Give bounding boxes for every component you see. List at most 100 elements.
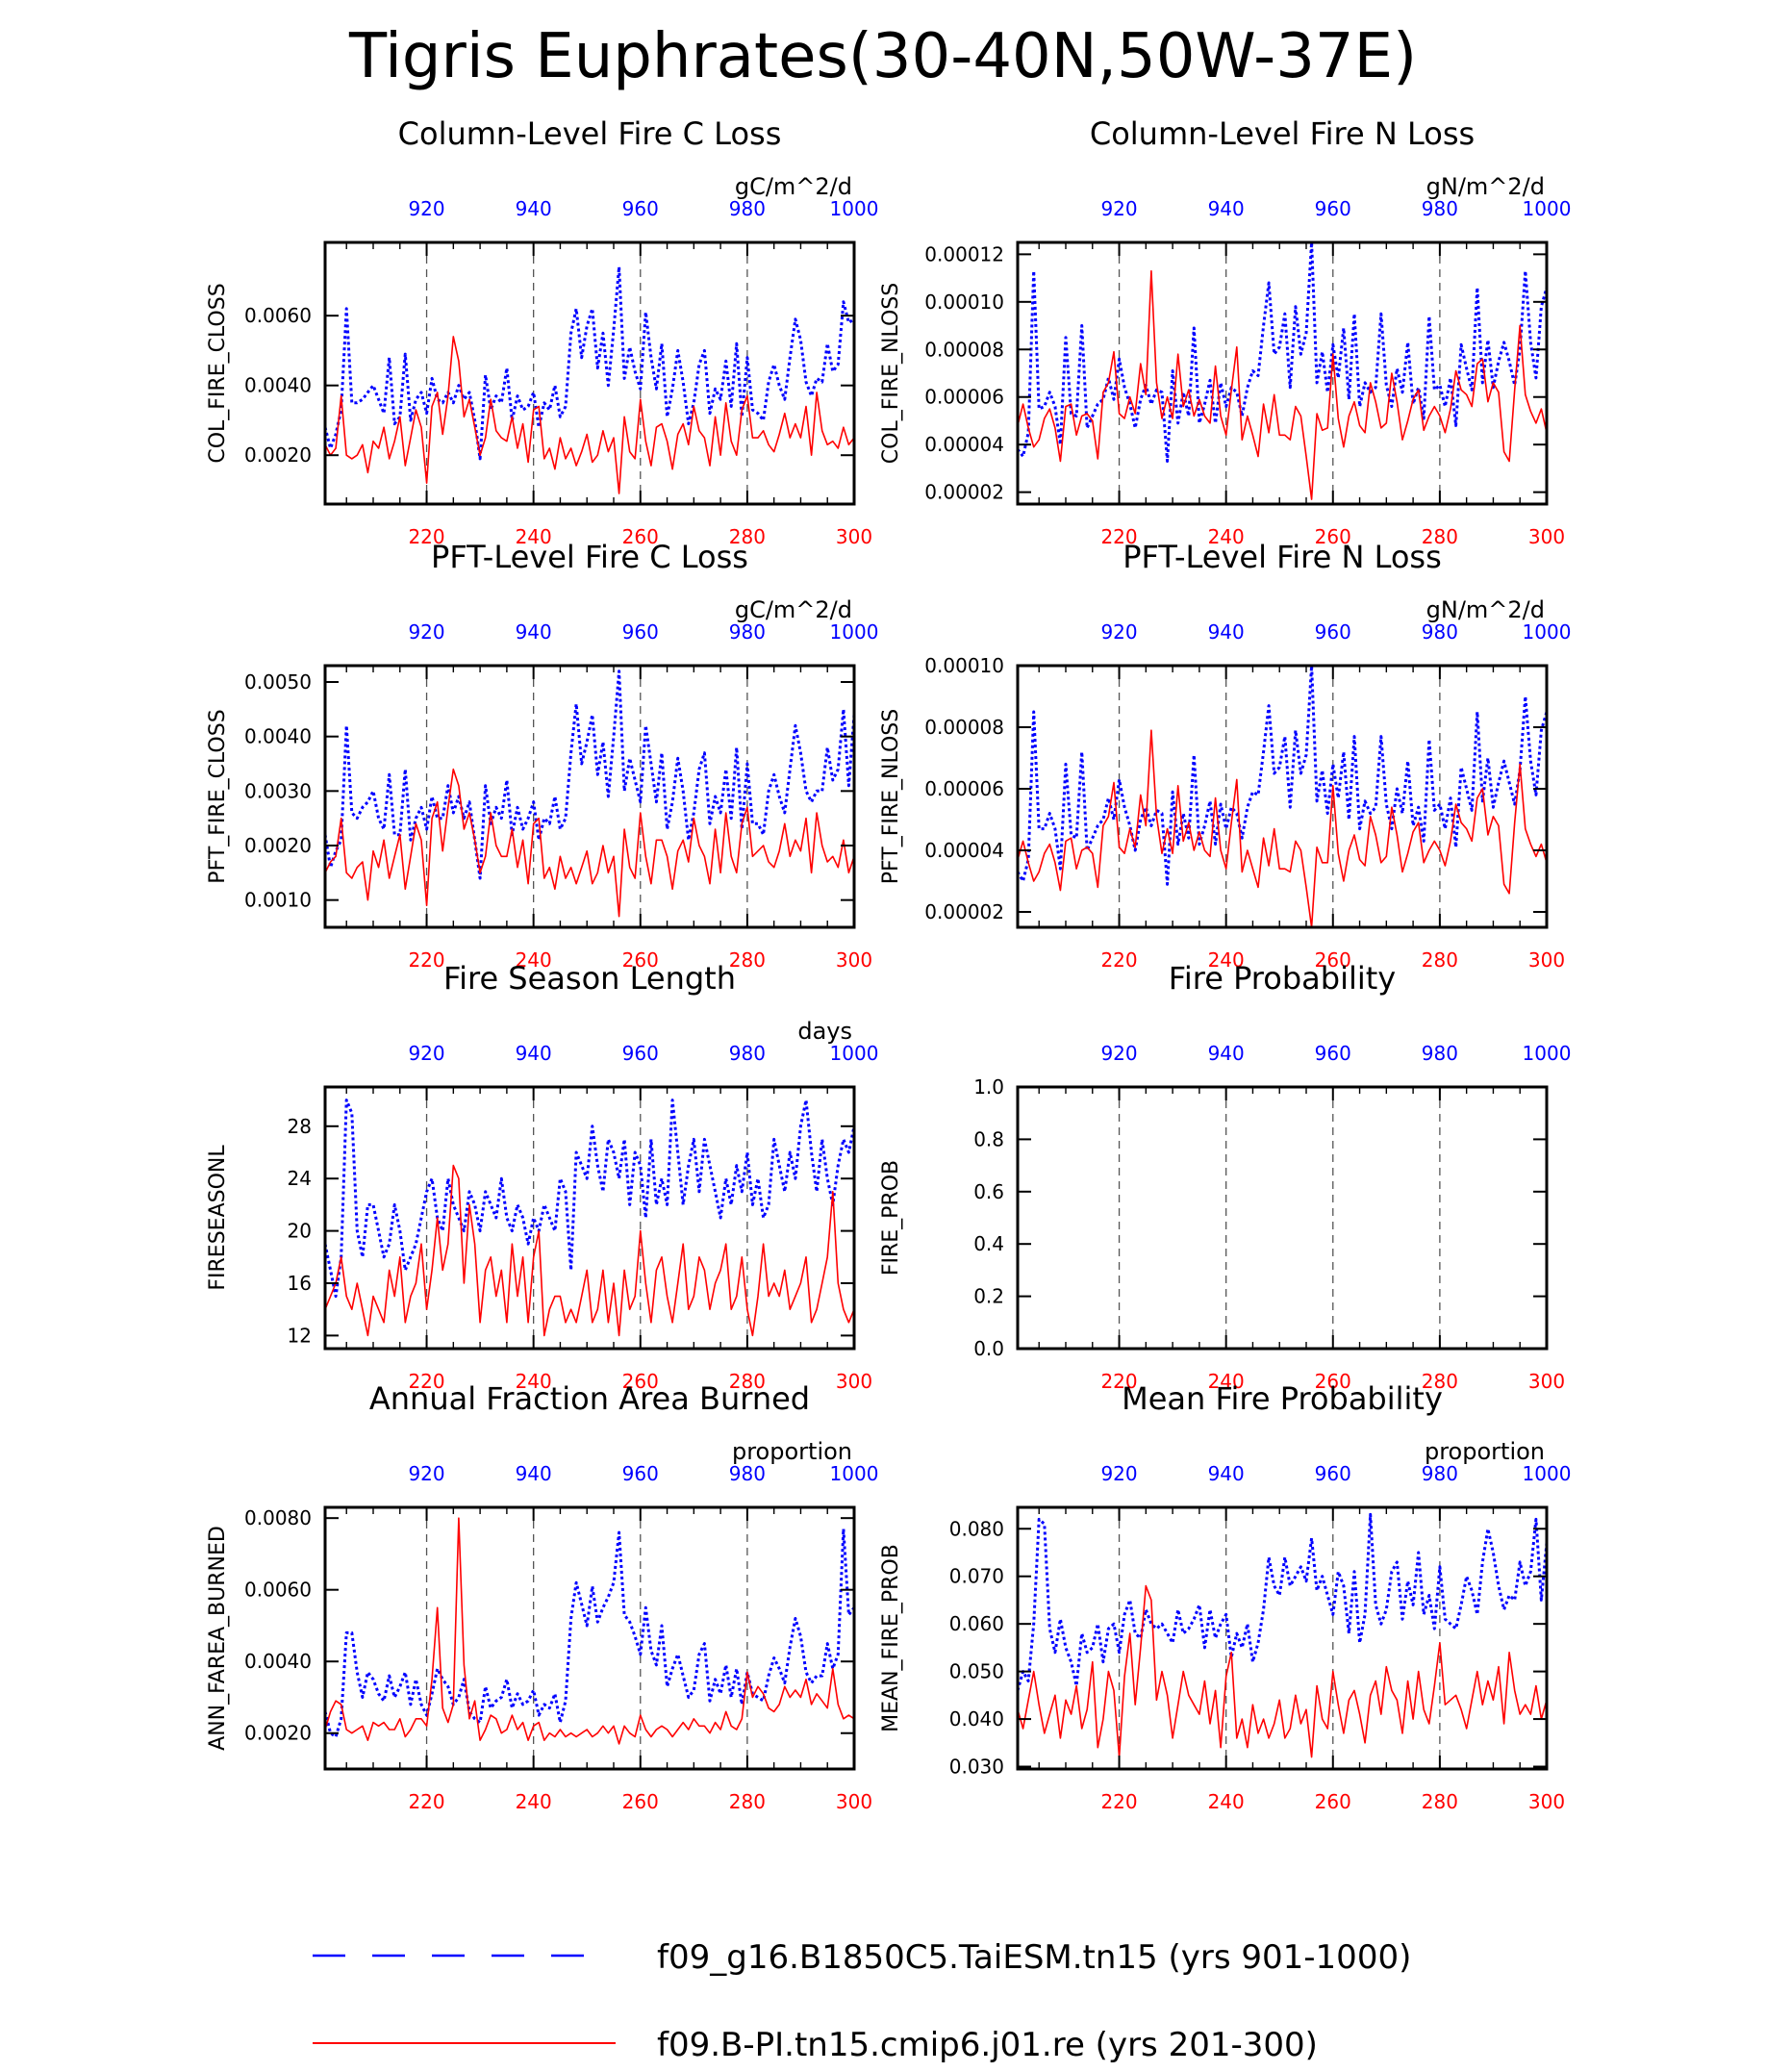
y-tick-label: 0.080 [949,1517,1004,1540]
x-tick-label-bottom: 260 [1315,948,1351,972]
x-tick-label-top: 940 [516,1462,552,1485]
units-label: gC/m^2/d [735,596,852,623]
panel-fprob: Fire Probability 220 240 260 280 300 920 940 960… [879,960,1571,1393]
x-tick-label-top: 960 [1315,620,1351,644]
y-tick-label: 0.00002 [924,481,1004,504]
y-tick-label: 0.00006 [924,777,1004,800]
x-tick-label-bottom: 280 [729,525,766,548]
x-tick-label-bottom: 280 [1422,525,1458,548]
units-label: days [797,1018,852,1045]
x-tick-label-top: 920 [1100,197,1137,220]
units-label: proportion [1425,1438,1545,1465]
y-tick-label: 28 [288,1115,312,1138]
panel-fseason: Fire Season Length days 220 240 260 280 300 920… [206,960,878,1393]
x-tick-label-top: 940 [1208,1462,1245,1485]
y-tick-label: 0.00010 [924,654,1004,677]
x-tick-label-top: 920 [408,197,444,220]
x-tick-label-bottom: 300 [836,1790,872,1813]
panel-title: Fire Probability [1169,960,1396,997]
x-tick-label-top: 1000 [830,1042,879,1065]
y-tick-label: 0.00004 [924,433,1004,456]
x-tick-label-bottom: 300 [836,948,872,972]
series-line-taiesm [323,670,856,880]
units-label: gN/m^2/d [1426,173,1545,200]
x-tick-label-bottom: 260 [622,1790,659,1813]
y-tick-label: 0.0080 [244,1506,312,1529]
x-tick-label-top: 1000 [830,197,879,220]
panel-farea: Annual Fraction Area Burned proportion 220… [206,1380,878,1813]
x-tick-label-top: 960 [622,1042,659,1065]
x-tick-label-top: 920 [408,1462,444,1485]
x-tick-label-top: 1000 [1523,197,1572,220]
series-line-cmip6 [324,1517,855,1745]
x-tick-label-bottom: 300 [1528,948,1565,972]
panel-title: PFT-Level Fire C Loss [431,539,748,575]
units-label: gC/m^2/d [735,173,852,200]
x-tick-label-top: 960 [1315,197,1351,220]
x-tick-label-top: 980 [729,1042,766,1065]
y-tick-label: 0.0040 [244,725,312,748]
panel-mean-fprob: Mean Fire Probability proportion 220 240 260… [879,1380,1571,1813]
x-tick-label-top: 1000 [830,1462,879,1485]
x-tick-label-bottom: 240 [516,1790,552,1813]
x-tick-label-bottom: 240 [516,948,552,972]
x-tick-label-bottom: 260 [1315,1790,1351,1813]
y-tick-label: 0.2 [973,1285,1004,1308]
y-tick-label: 0.0020 [244,834,312,857]
y-axis-label: FIRESEASONL [206,1145,230,1291]
y-axis-label: PFT_FIRE_CLOSS [206,709,230,883]
panel-title: Annual Fraction Area Burned [369,1380,810,1417]
x-tick-label-bottom: 220 [1100,1370,1137,1393]
x-tick-label-top: 1000 [830,620,879,644]
x-tick-label-bottom: 220 [408,948,444,972]
panel-col-c: Column-Level Fire C Loss gC/m^2/d 220 240 26… [206,115,878,548]
x-tick-label-bottom: 240 [1208,1370,1245,1393]
x-tick-label-bottom: 220 [408,1370,444,1393]
y-tick-label: 0.00010 [924,291,1004,314]
series-line-cmip6 [1017,729,1548,928]
panel-col-n: Column-Level Fire N Loss gN/m^2/d 220 240 26… [879,115,1571,548]
x-tick-label-top: 920 [408,620,444,644]
y-tick-label: 0.4 [973,1232,1004,1255]
x-tick-label-bottom: 240 [1208,525,1245,548]
plot-frame [323,240,856,506]
x-tick-label-top: 960 [1315,1462,1351,1485]
y-tick-label: 0.0020 [244,443,312,467]
x-tick-label-top: 980 [1422,620,1458,644]
y-tick-label: 0.00006 [924,386,1004,409]
x-tick-label-bottom: 300 [1528,1370,1565,1393]
x-tick-label-top: 1000 [1523,1462,1572,1485]
y-tick-label: 0.0050 [244,670,312,694]
y-axis-label: FIRE_PROB [879,1160,903,1276]
y-tick-label: 20 [288,1220,312,1243]
figure-title: Tigris Euphrates(30-40N,50W-37E) [348,21,1418,92]
x-tick-label-bottom: 300 [1528,525,1565,548]
series-line-cmip6 [1017,1584,1548,1758]
x-tick-label-bottom: 260 [622,525,659,548]
x-tick-label-top: 940 [516,197,552,220]
x-tick-label-bottom: 260 [622,1370,659,1393]
x-tick-label-top: 980 [729,197,766,220]
series-line-taiesm [323,1099,856,1299]
y-tick-label: 0.060 [949,1612,1004,1635]
x-tick-label-top: 980 [1422,1042,1458,1065]
y-tick-label: 0.0040 [244,1650,312,1673]
plot-frame [323,1085,856,1351]
x-tick-label-top: 980 [1422,197,1458,220]
y-axis-label: COL_FIRE_NLOSS [879,283,903,464]
panel-pft-c: PFT-Level Fire C Loss gC/m^2/d 220 240 260 28… [206,539,878,972]
panel-title: Column-Level Fire C Loss [398,115,782,152]
x-tick-label-bottom: 300 [836,1370,872,1393]
x-tick-label-bottom: 240 [516,525,552,548]
y-tick-label: 0.030 [949,1756,1004,1779]
x-tick-label-bottom: 240 [1208,948,1245,972]
y-tick-label: 0.0020 [244,1722,312,1745]
y-axis-label: MEAN_FIRE_PROB [879,1544,903,1732]
y-tick-label: 0.00008 [924,338,1004,361]
y-tick-label: 0.0 [973,1337,1004,1360]
plot-frame [323,1505,856,1771]
y-tick-label: 16 [288,1272,312,1295]
x-tick-label-bottom: 240 [516,1370,552,1393]
series-line-taiesm [1016,664,1549,886]
x-tick-label-top: 980 [1422,1462,1458,1485]
